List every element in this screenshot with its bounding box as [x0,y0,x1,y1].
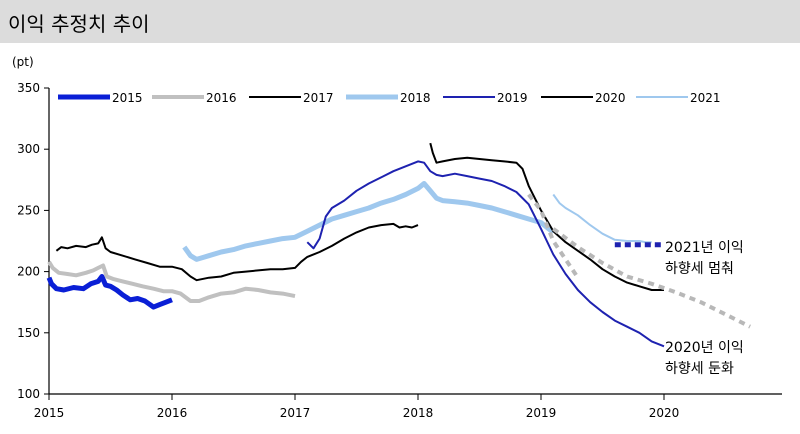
annotation-line2: 하향세 둔화 [665,361,734,377]
series-lines [46,142,751,348]
y-tick-label: 300 [17,142,40,156]
x-tick-label: 2017 [280,406,311,420]
legend-label-2018: 2018 [400,91,431,105]
series-line-2019 [306,160,665,348]
legend-label-2021: 2021 [690,91,721,105]
x-tick-label: 2020 [649,406,680,420]
y-axis-label: (pt) [12,55,34,69]
series-line-2021 [552,193,652,244]
y-tick-label: 150 [17,326,40,340]
series-line-2020 [429,142,664,291]
legend-label-2017: 2017 [303,91,334,105]
legend: 2015 2016 2017 2018 2019 2020 2021 [58,91,721,105]
annotation-line1: 2020년 이익 [665,340,744,356]
page-title: 이익 추정치 추이 [8,12,150,36]
x-tick-label: 2016 [157,406,188,420]
x-tick-label: 2015 [34,406,65,420]
legend-label-2019: 2019 [497,91,528,105]
annotation-line2: 하향세 멈춰 [665,261,734,277]
y-tick-label: 250 [17,203,40,217]
forecast-line-2020-trend [527,193,580,279]
x-tick-label: 2019 [526,406,557,420]
legend-label-2016: 2016 [206,91,237,105]
legend-label-2015: 2015 [112,91,143,105]
y-tick-label: 100 [17,387,40,401]
annotation-line1: 2021년 이익 [665,240,744,256]
series-line-2018 [182,181,555,262]
series-line-2015 [46,274,173,310]
y-tick-label: 200 [17,265,40,279]
legend-label-2020: 2020 [595,91,626,105]
x-tick-label: 2018 [403,406,434,420]
series-line-2017 [55,222,419,282]
title-bar: 이익 추정치 추이 [0,0,800,43]
y-tick-label: 350 [17,81,40,95]
forecast-line-2019-trend [552,227,751,329]
series-line-2016 [47,260,296,303]
